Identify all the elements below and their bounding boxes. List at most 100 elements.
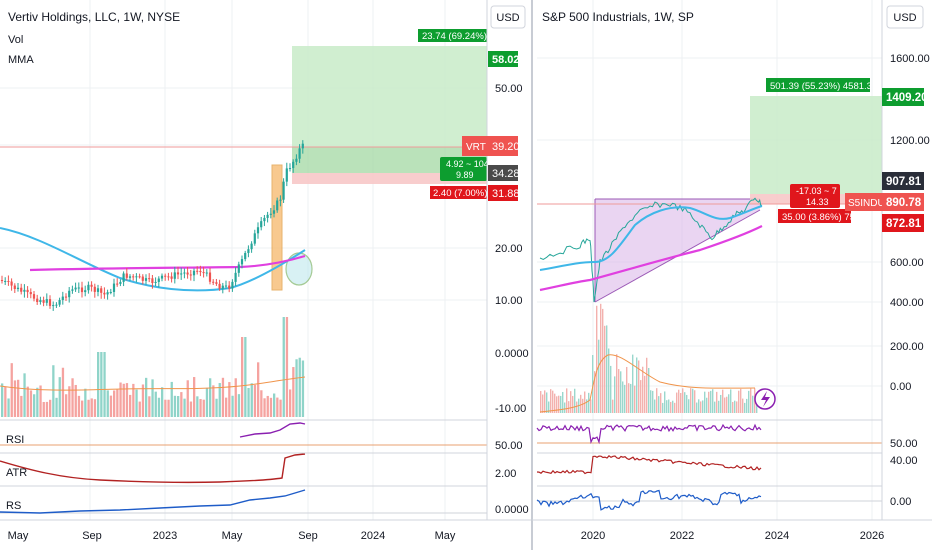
volume-bar: [746, 398, 748, 413]
candle-body: [298, 148, 301, 159]
left-volume-ma: [0, 376, 306, 391]
volume-bar: [193, 377, 196, 417]
left-entry-price-tag: [488, 165, 518, 181]
volume-bar: [138, 401, 141, 417]
volume-bar: [706, 397, 708, 413]
volume-bar: [247, 387, 250, 417]
left-target-price: 58.02: [492, 54, 520, 66]
volume-bar: [664, 391, 666, 413]
candle-body: [55, 304, 58, 306]
candle-body: [269, 213, 272, 215]
volume-bar: [23, 373, 26, 417]
volume-bar: [301, 360, 305, 417]
left-profit-zone[interactable]: [292, 46, 487, 147]
right-currency-label: USD: [893, 12, 916, 24]
volume-bar: [225, 397, 228, 417]
candle-body: [212, 281, 215, 283]
left-atr-axis-tick: 2.00: [495, 468, 516, 480]
volume-bar: [42, 401, 45, 417]
volume-bar: [638, 360, 640, 413]
volume-bar: [113, 390, 116, 417]
volume-bar: [738, 390, 740, 413]
volume-bar: [558, 395, 560, 413]
volume-bar: [572, 395, 574, 413]
candle-body: [119, 281, 122, 284]
right-axis-tick: 400.00: [890, 297, 924, 309]
left-last-price-tag: [488, 136, 518, 156]
candle-body: [164, 275, 167, 277]
volume-bar: [100, 352, 103, 417]
candle-body: [253, 233, 256, 244]
left-axis-tick: 50.00: [495, 83, 523, 95]
candle-body: [103, 292, 106, 295]
candle-body: [276, 200, 279, 211]
candle-body: [221, 285, 224, 289]
volume-bar: [606, 325, 608, 413]
volume-bar: [702, 400, 704, 413]
volume-bar: [700, 401, 702, 413]
right-profit-zone[interactable]: [750, 96, 882, 194]
left-stop-label: 2.40 (7.00%) 7!: [433, 188, 498, 199]
volume-bar: [750, 388, 752, 413]
right-rs-line: [536, 489, 762, 511]
candle-body: [10, 281, 13, 286]
right-mid-label-2: 14.33: [806, 197, 829, 207]
volume-bar: [684, 392, 686, 413]
volume-bar: [596, 305, 598, 413]
right-currency-button[interactable]: [886, 5, 924, 29]
volume-bar: [562, 391, 564, 413]
volume-bar: [4, 386, 7, 417]
candle-body: [218, 283, 221, 289]
right-atr-axis-tick: 40.00: [890, 455, 918, 467]
left-rsi-line: [239, 422, 306, 438]
left-breakout-highlight[interactable]: [271, 164, 283, 291]
candle-body: [64, 296, 68, 298]
right-axis-tick: 1600.00: [890, 53, 930, 65]
volume-bar: [103, 352, 106, 417]
candle-body: [148, 278, 151, 280]
volume-bar: [744, 402, 746, 413]
volume-bar: [634, 385, 636, 413]
volume-bar: [566, 388, 568, 413]
right-rsi-axis-tick: 50.00: [890, 438, 918, 450]
candle-body: [68, 290, 71, 298]
candle-body: [183, 272, 186, 274]
volume-bar: [616, 354, 618, 413]
volume-bar: [65, 394, 68, 417]
left-entry-price: 34.28: [492, 168, 520, 180]
volume-bar: [580, 394, 582, 413]
volume-bar: [244, 337, 247, 417]
volume-bar: [756, 402, 758, 413]
left-stop-zone[interactable]: [292, 173, 487, 184]
right-time-tick: 2020: [581, 530, 605, 542]
volume-bar: [116, 389, 119, 417]
volume-bar: [119, 382, 122, 417]
volume-bar: [58, 377, 61, 417]
left-stop-price-tag: [488, 185, 518, 201]
candle-body: [292, 161, 295, 169]
volume-bar: [644, 375, 646, 413]
volume-bar: [125, 383, 129, 417]
candle-body: [279, 199, 282, 201]
volume-bar: [218, 383, 221, 417]
candle-body: [167, 276, 170, 278]
left-time-tick: May: [435, 530, 456, 542]
candle-body: [224, 285, 228, 287]
volume-bar: [52, 365, 55, 417]
candle-body: [237, 264, 240, 273]
right-time-tick: 2024: [765, 530, 789, 542]
volume-bar: [209, 378, 212, 417]
candle-body: [32, 294, 36, 299]
volume-bar: [33, 394, 36, 417]
left-currency-button[interactable]: [490, 5, 526, 29]
right-symbol-tag: [845, 193, 882, 211]
volume-bar: [90, 398, 93, 417]
candle-body: [42, 300, 45, 303]
volume-bar: [292, 367, 295, 417]
volume-bar: [724, 397, 726, 413]
volume-bar: [556, 396, 558, 413]
volume-bar: [598, 339, 600, 413]
volume-bar: [84, 388, 87, 417]
candle-body: [26, 289, 29, 293]
left-rsi-axis-tick: 50.00: [495, 440, 523, 452]
